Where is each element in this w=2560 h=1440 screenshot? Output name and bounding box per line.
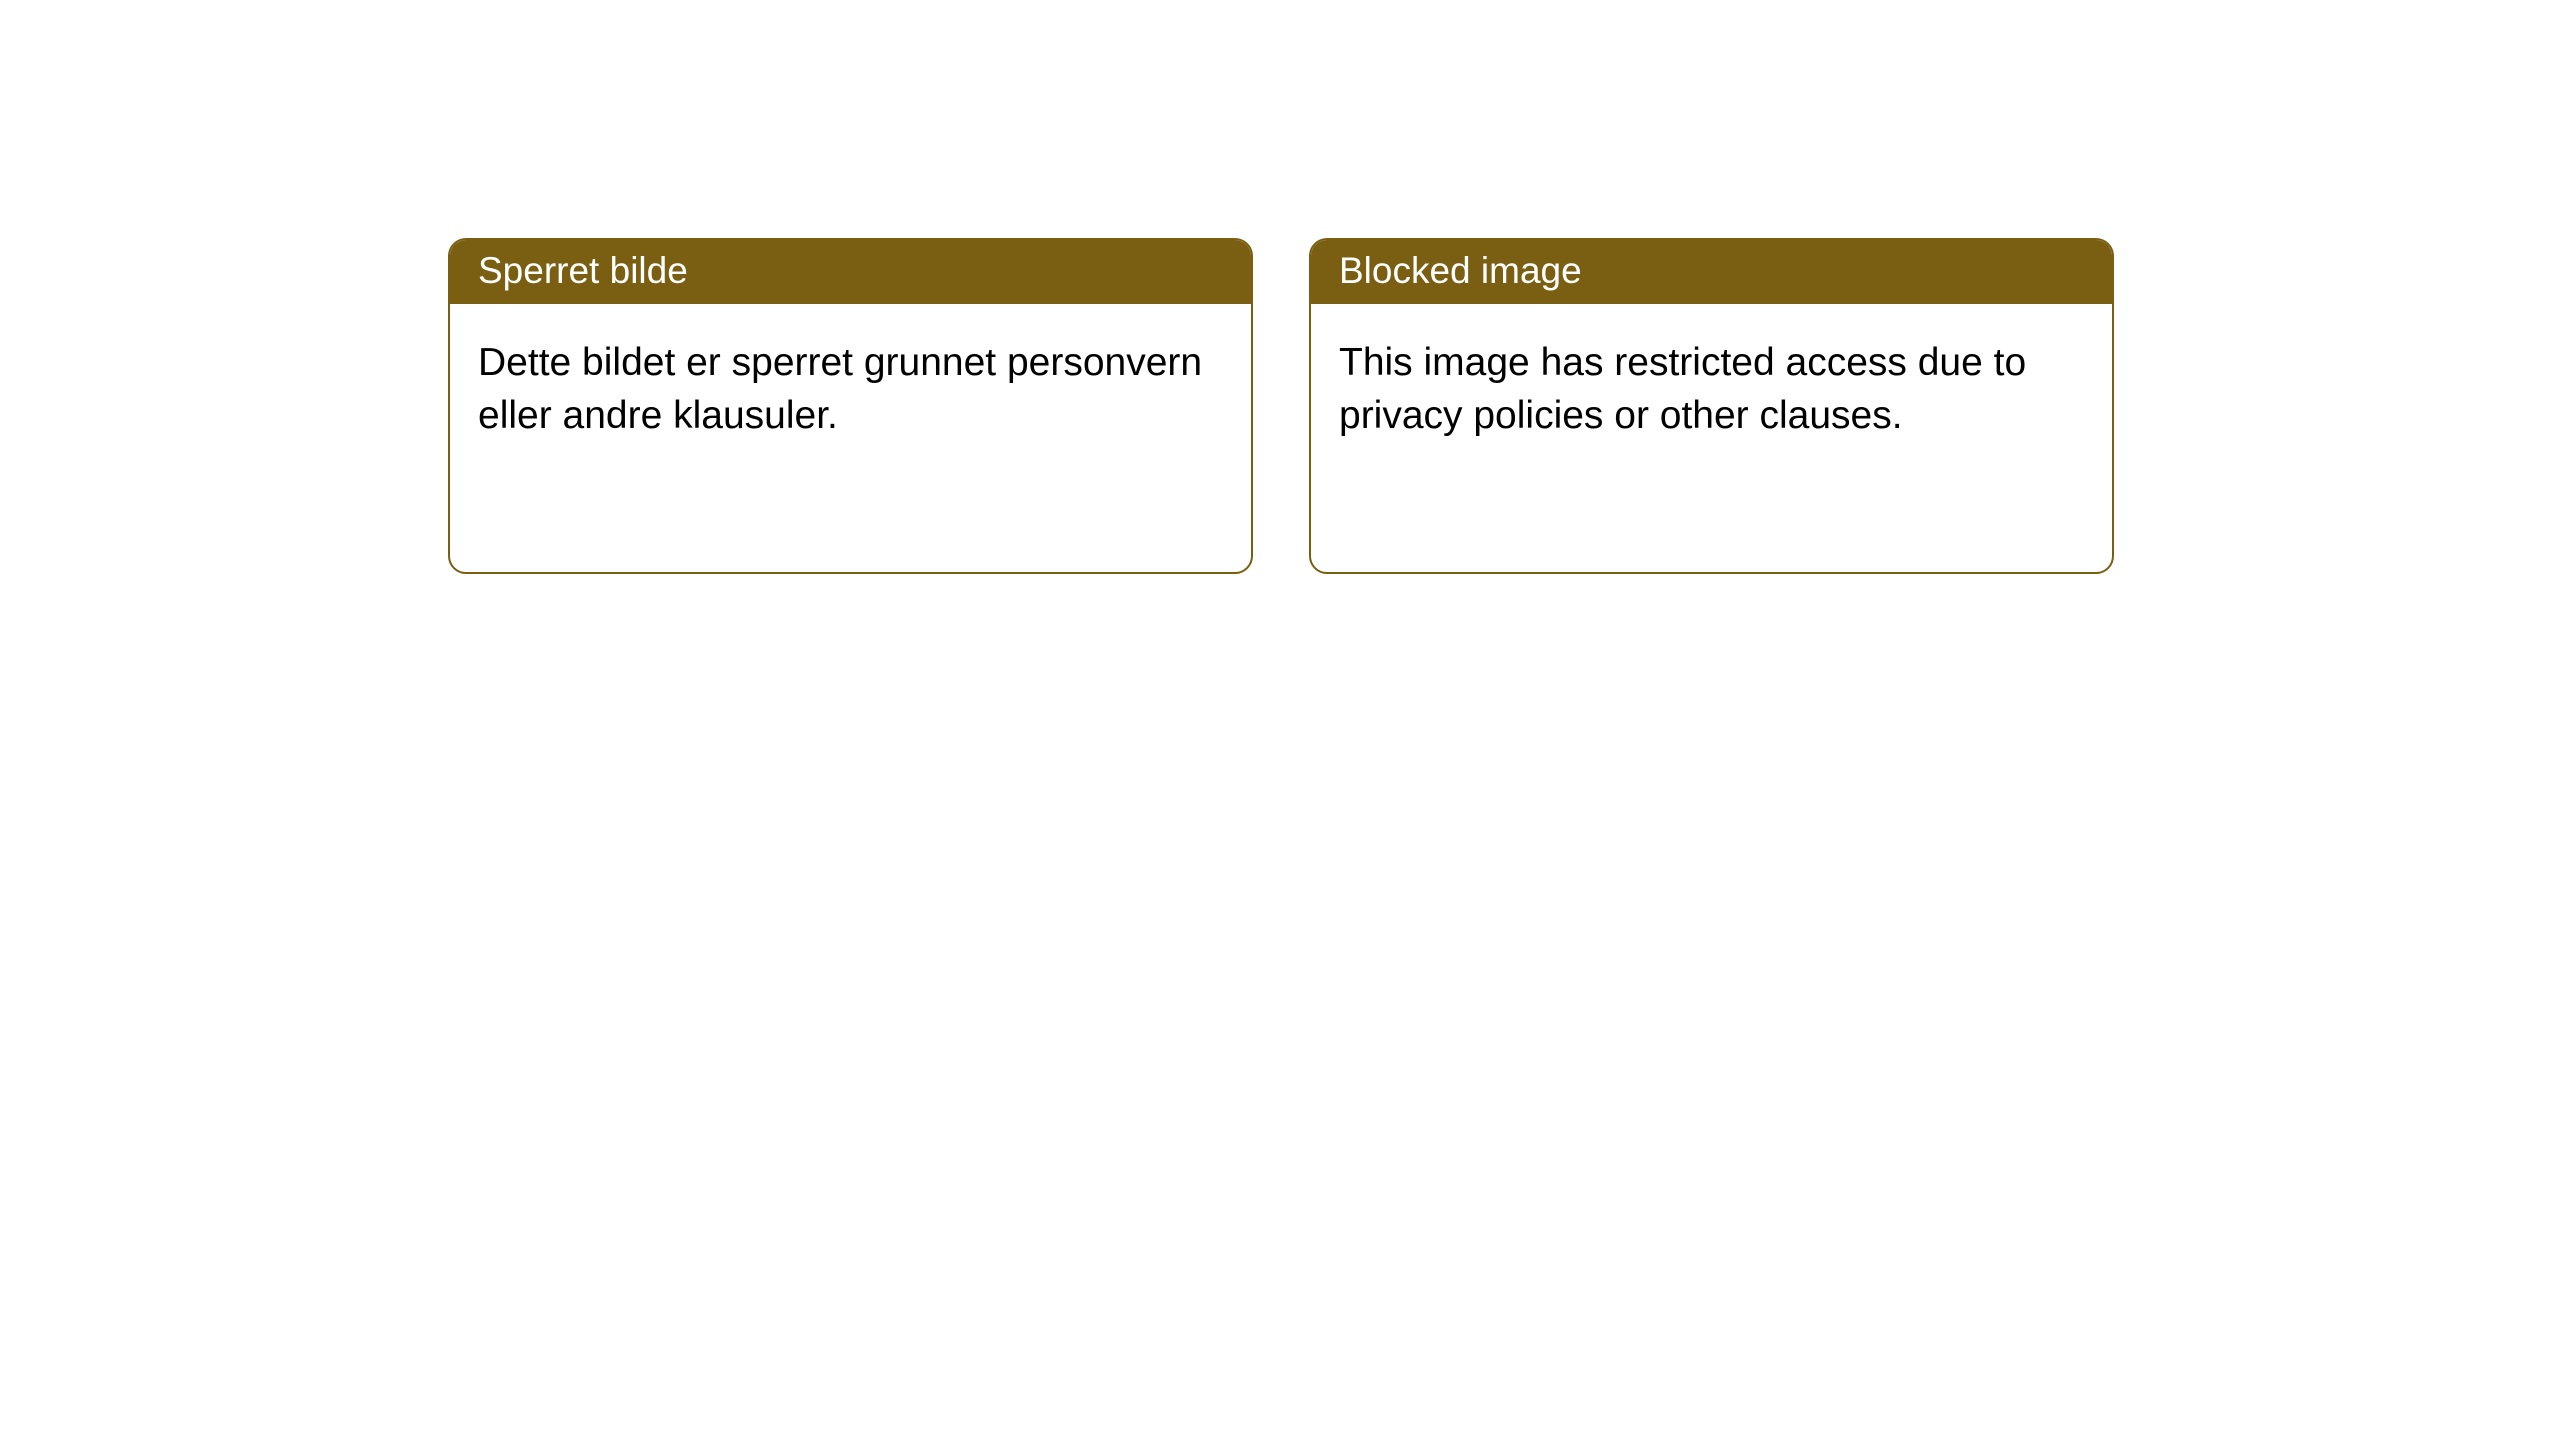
notice-body-norwegian: Dette bildet er sperret grunnet personve… <box>450 304 1251 475</box>
notice-container: Sperret bilde Dette bildet er sperret gr… <box>0 0 2560 574</box>
notice-card-english: Blocked image This image has restricted … <box>1309 238 2114 574</box>
notice-title-norwegian: Sperret bilde <box>450 240 1251 304</box>
notice-card-norwegian: Sperret bilde Dette bildet er sperret gr… <box>448 238 1253 574</box>
notice-title-english: Blocked image <box>1311 240 2112 304</box>
notice-body-english: This image has restricted access due to … <box>1311 304 2112 475</box>
